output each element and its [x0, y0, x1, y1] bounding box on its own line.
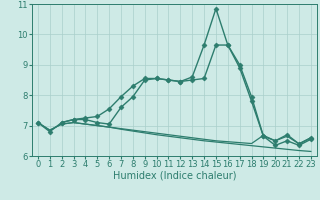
X-axis label: Humidex (Indice chaleur): Humidex (Indice chaleur) — [113, 171, 236, 181]
